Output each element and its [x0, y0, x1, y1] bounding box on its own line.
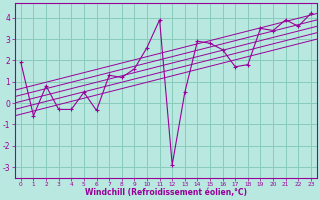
X-axis label: Windchill (Refroidissement éolien,°C): Windchill (Refroidissement éolien,°C): [85, 188, 247, 197]
